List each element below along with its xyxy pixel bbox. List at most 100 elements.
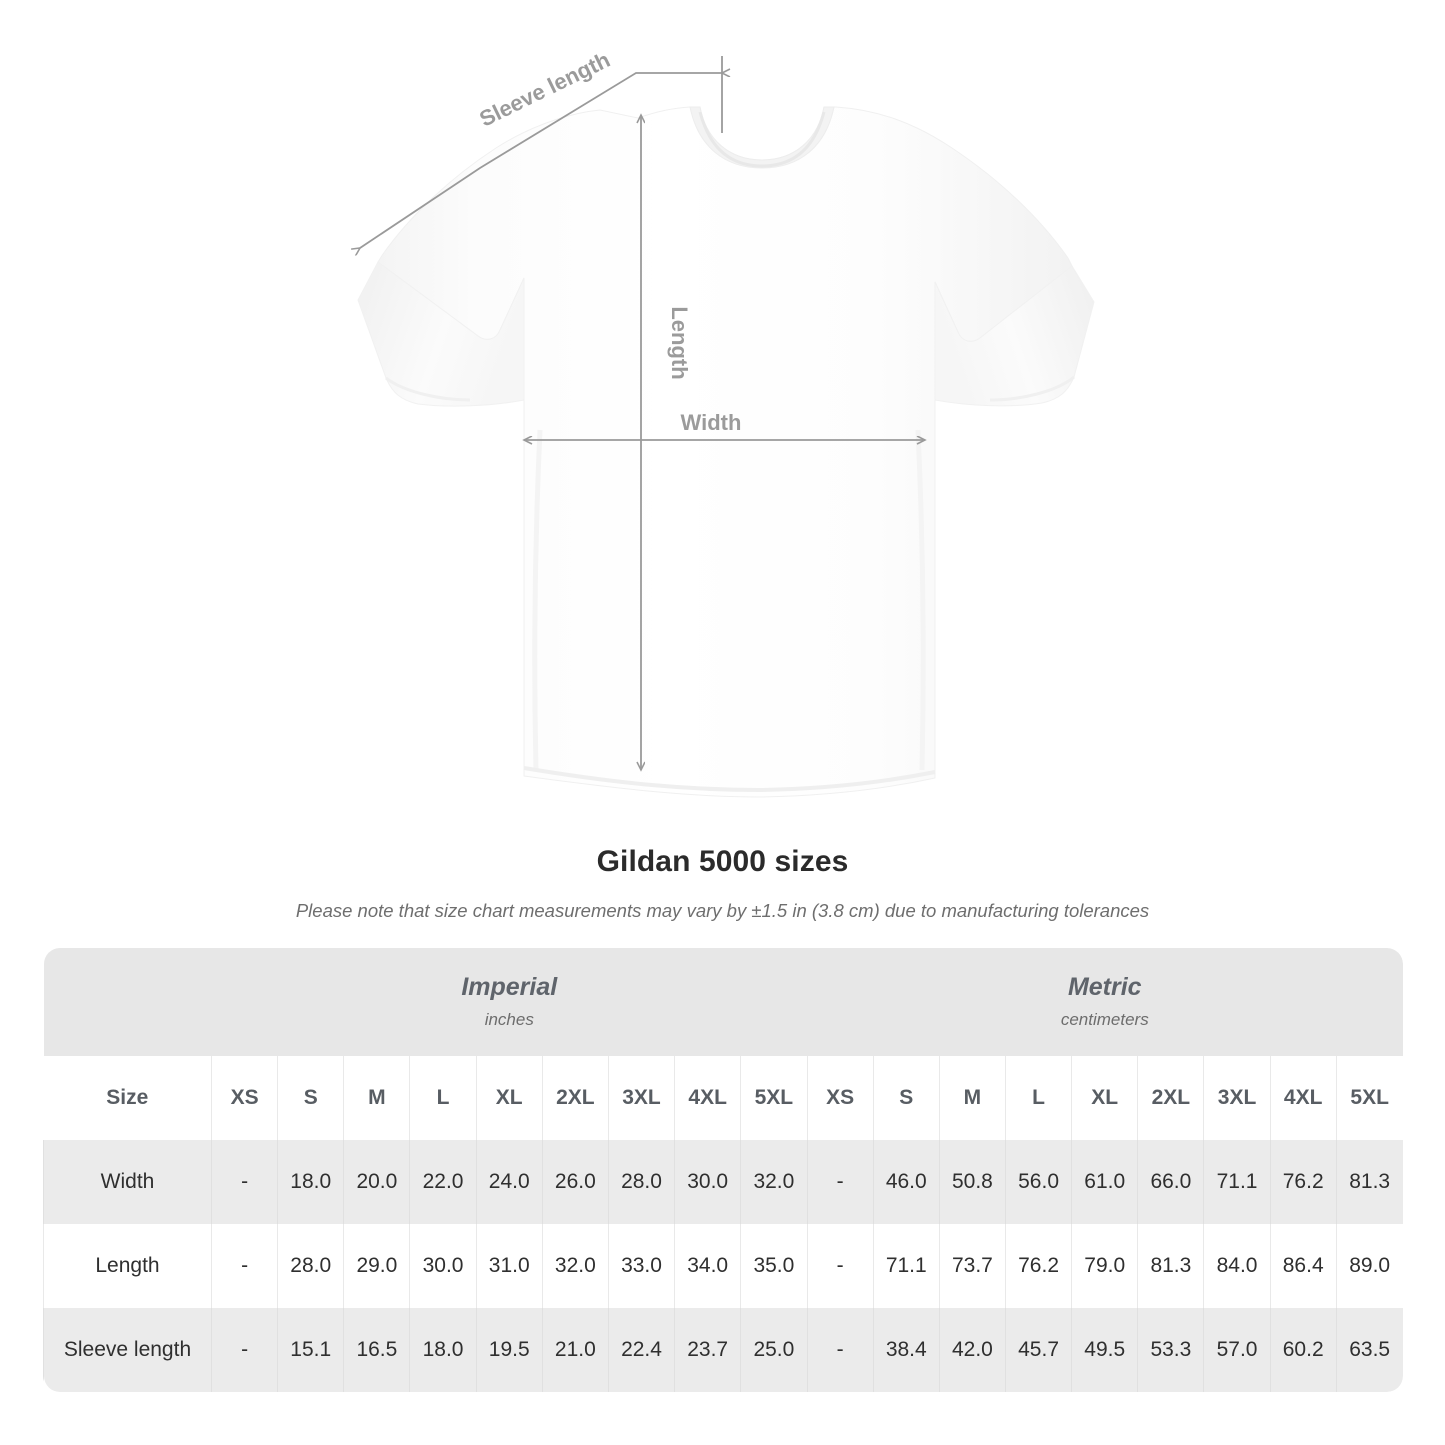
cell-width-metric-3: 56.0 — [1004, 1140, 1072, 1224]
size-header-imperial-xl: XL — [475, 1056, 543, 1140]
cell-sleeve-metric-3: 45.7 — [1004, 1308, 1072, 1392]
cell-sleeve-imperial-8: 25.0 — [740, 1308, 808, 1392]
cell-length-metric-3: 76.2 — [1004, 1224, 1072, 1308]
unit-sub-imperial: inches — [484, 1010, 534, 1029]
size-header-imperial-m: M — [343, 1056, 410, 1140]
unit-group-imperial: Imperial inches — [211, 948, 808, 1056]
cell-sleeve-imperial-2: 16.5 — [343, 1308, 410, 1392]
banner-spacer — [43, 948, 212, 1056]
tshirt-body-shape — [377, 106, 1073, 798]
cell-length-metric-0: - — [806, 1224, 874, 1308]
width-label: Width — [681, 410, 742, 435]
size-header-imperial-l: L — [409, 1056, 477, 1140]
size-header-imperial-3xl: 3XL — [607, 1056, 675, 1140]
cell-width-imperial-6: 28.0 — [607, 1140, 675, 1224]
cell-sleeve-metric-6: 57.0 — [1203, 1308, 1271, 1392]
tshirt-fold-right — [915, 429, 926, 771]
cell-length-imperial-7: 34.0 — [674, 1224, 741, 1308]
cell-sleeve-metric-5: 53.3 — [1137, 1308, 1204, 1392]
cell-length-imperial-4: 31.0 — [475, 1224, 543, 1308]
cell-sleeve-metric-7: 60.2 — [1269, 1308, 1337, 1392]
cell-sleeve-imperial-5: 21.0 — [541, 1308, 609, 1392]
tshirt-fold-left — [532, 429, 543, 771]
cell-width-imperial-8: 32.0 — [740, 1140, 808, 1224]
cell-width-imperial-0: - — [210, 1140, 278, 1224]
cell-length-metric-4: 79.0 — [1071, 1224, 1138, 1308]
cell-width-metric-1: 46.0 — [872, 1140, 940, 1224]
cell-length-metric-8: 89.0 — [1335, 1224, 1403, 1308]
cell-width-imperial-3: 22.0 — [409, 1140, 477, 1224]
unit-group-metric: Metric centimeters — [807, 948, 1403, 1056]
size-table: Imperial inches Metric centimeters Size … — [43, 948, 1403, 1392]
size-header-imperial-4xl: 4XL — [674, 1056, 741, 1140]
cell-length-metric-7: 86.4 — [1269, 1224, 1337, 1308]
cell-width-metric-0: - — [806, 1140, 874, 1224]
cell-length-metric-1: 71.1 — [872, 1224, 940, 1308]
cell-sleeve-metric-1: 38.4 — [872, 1308, 940, 1392]
row-label-length: Length — [43, 1224, 212, 1308]
row-label-width: Width — [43, 1140, 212, 1224]
size-header-metric-l: L — [1004, 1056, 1072, 1140]
size-header-metric-xl: XL — [1071, 1056, 1138, 1140]
page-subtitle: Please note that size chart measurements… — [295, 900, 1150, 921]
cell-width-metric-5: 66.0 — [1137, 1140, 1204, 1224]
page-title: Gildan 5000 sizes — [596, 845, 849, 878]
size-header-metric-5xl: 5XL — [1335, 1056, 1403, 1140]
tshirt-hem — [523, 766, 936, 793]
cell-sleeve-imperial-7: 23.7 — [674, 1308, 741, 1392]
table-row: Width - 18.0 20.0 22.0 24.0 26.0 28.0 30… — [43, 1140, 1403, 1224]
cell-width-imperial-2: 20.0 — [343, 1140, 410, 1224]
cell-width-imperial-5: 26.0 — [541, 1140, 609, 1224]
table-row: Length - 28.0 29.0 30.0 31.0 32.0 33.0 3… — [43, 1224, 1403, 1308]
size-header-imperial-5xl: 5XL — [740, 1056, 808, 1140]
tshirt-sleeve-hem-right — [989, 375, 1075, 402]
cell-length-metric-5: 81.3 — [1137, 1224, 1204, 1308]
cell-length-imperial-8: 35.0 — [740, 1224, 808, 1308]
cell-length-metric-6: 84.0 — [1203, 1224, 1271, 1308]
heading-block: Gildan 5000 sizes Please note that size … — [0, 843, 1445, 923]
cell-length-imperial-6: 33.0 — [607, 1224, 675, 1308]
cell-width-metric-6: 71.1 — [1203, 1140, 1271, 1224]
cell-sleeve-metric-2: 42.0 — [938, 1308, 1006, 1392]
cell-sleeve-imperial-3: 18.0 — [409, 1308, 477, 1392]
cell-length-imperial-3: 30.0 — [409, 1224, 477, 1308]
table-row: Sleeve length - 15.1 16.5 18.0 19.5 21.0… — [43, 1308, 1403, 1392]
unit-sub-metric: centimeters — [1060, 1010, 1149, 1029]
unit-banner-row: Imperial inches Metric centimeters — [43, 948, 1403, 1056]
cell-length-imperial-2: 29.0 — [343, 1224, 410, 1308]
cell-length-imperial-5: 32.0 — [541, 1224, 609, 1308]
cell-width-imperial-7: 30.0 — [674, 1140, 741, 1224]
size-header-imperial-xs: XS — [210, 1056, 278, 1140]
cell-length-imperial-0: - — [210, 1224, 278, 1308]
cell-width-imperial-1: 18.0 — [277, 1140, 344, 1224]
size-header-metric-xs: XS — [806, 1056, 874, 1140]
cell-width-metric-7: 76.2 — [1269, 1140, 1337, 1224]
size-header-row: Size XS S M L XL 2XL 3XL 4XL 5XL XS S M … — [43, 1056, 1403, 1140]
size-header-metric-4xl: 4XL — [1269, 1056, 1337, 1140]
size-header-label: Size — [43, 1056, 212, 1140]
cell-sleeve-metric-4: 49.5 — [1071, 1308, 1138, 1392]
cell-width-imperial-4: 24.0 — [475, 1140, 543, 1224]
size-table-wrapper: Imperial inches Metric centimeters Size … — [43, 948, 1403, 1392]
cell-length-imperial-1: 28.0 — [277, 1224, 344, 1308]
tshirt-right-sleeve — [934, 265, 1095, 407]
cell-sleeve-imperial-6: 22.4 — [607, 1308, 675, 1392]
cell-sleeve-imperial-4: 19.5 — [475, 1308, 543, 1392]
size-header-metric-s: S — [872, 1056, 940, 1140]
unit-name-imperial: Imperial — [461, 973, 558, 1001]
cell-sleeve-metric-0: - — [806, 1308, 874, 1392]
tshirt-left-sleeve — [357, 261, 525, 407]
cell-width-metric-2: 50.8 — [938, 1140, 1006, 1224]
sleeve-length-arrow — [360, 73, 722, 248]
cell-sleeve-metric-8: 63.5 — [1335, 1308, 1403, 1392]
row-label-sleeve-length: Sleeve length — [43, 1308, 212, 1392]
length-label: Length — [667, 306, 692, 379]
size-header-metric-3xl: 3XL — [1203, 1056, 1271, 1140]
cell-sleeve-imperial-1: 15.1 — [277, 1308, 344, 1392]
size-header-metric-m: M — [938, 1056, 1006, 1140]
size-header-imperial-s: S — [277, 1056, 344, 1140]
tshirt-diagram: Sleeve length Length Width — [0, 47, 1095, 798]
tshirt-garment — [357, 106, 1095, 798]
cell-width-metric-4: 61.0 — [1071, 1140, 1138, 1224]
